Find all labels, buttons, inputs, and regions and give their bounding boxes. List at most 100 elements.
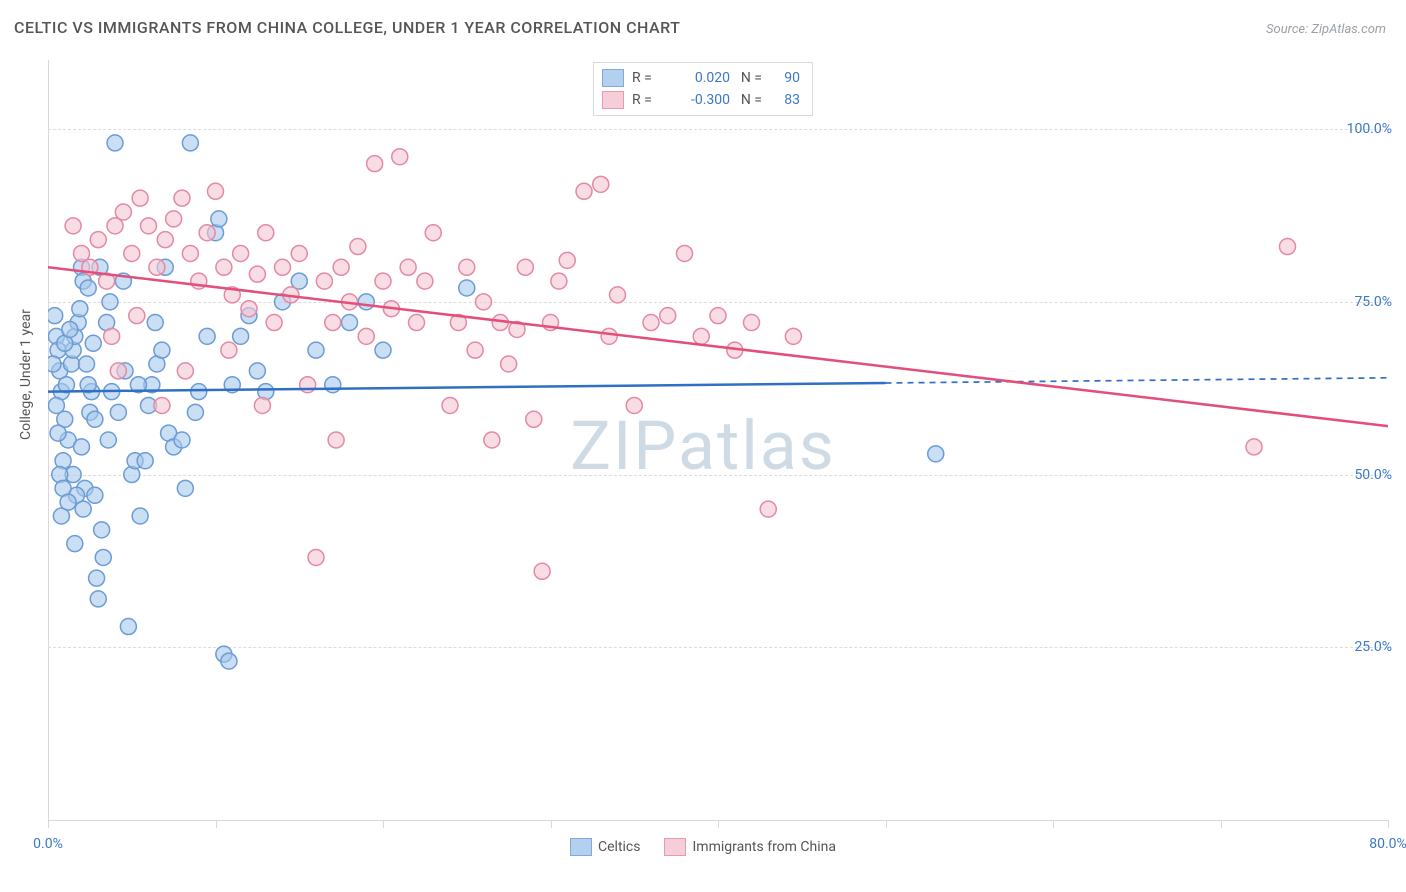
scatter-point: [785, 328, 801, 344]
scatter-point: [660, 308, 676, 324]
scatter-point: [50, 425, 66, 441]
scatter-point: [104, 328, 120, 344]
scatter-point: [534, 563, 550, 579]
scatter-point: [291, 245, 307, 261]
scatter-point: [233, 328, 249, 344]
scatter-point: [375, 273, 391, 289]
scatter-point: [400, 259, 416, 275]
scatter-point: [626, 397, 642, 413]
scatter-point: [593, 176, 609, 192]
scatter-point: [643, 315, 659, 331]
scatter-point: [110, 404, 126, 420]
scatter-point: [367, 156, 383, 172]
scatter-point: [95, 549, 111, 565]
scatter-point: [241, 301, 257, 317]
scatter-point: [124, 245, 140, 261]
x-tick: [1221, 820, 1222, 828]
scatter-point: [392, 149, 408, 165]
scatter-point: [90, 232, 106, 248]
scatter-point: [693, 328, 709, 344]
scatter-point: [350, 239, 366, 255]
scatter-point: [62, 321, 78, 337]
scatter-point: [141, 218, 157, 234]
scatter-point: [199, 328, 215, 344]
x-tick: [886, 820, 887, 828]
scatter-point: [442, 397, 458, 413]
scatter-point: [48, 308, 63, 324]
scatter-point: [87, 411, 103, 427]
scatter-point: [60, 494, 76, 510]
scatter-point: [258, 225, 274, 241]
x-tick: [1053, 820, 1054, 828]
scatter-point: [710, 308, 726, 324]
legend-label-celtics: Celtics: [598, 839, 640, 855]
scatter-point: [72, 301, 88, 317]
scatter-point: [120, 619, 136, 635]
scatter-point: [316, 273, 332, 289]
scatter-point: [177, 363, 193, 379]
scatter-point: [249, 266, 265, 282]
scatter-point: [254, 397, 270, 413]
scatter-point: [87, 487, 103, 503]
scatter-point: [551, 273, 567, 289]
scatter-point: [760, 501, 776, 517]
trend-line: [48, 383, 886, 392]
swatch-china-bottom: [664, 838, 686, 856]
trend-line-dashed: [886, 378, 1389, 383]
scatter-point: [559, 252, 575, 268]
scatter-point: [221, 653, 237, 669]
scatter-point: [191, 384, 207, 400]
scatter-point: [476, 294, 492, 310]
scatter-point: [85, 335, 101, 351]
scatter-point: [67, 536, 83, 552]
scatter-point: [115, 204, 131, 220]
y-axis-label: College, Under 1 year: [18, 309, 34, 440]
scatter-point: [157, 232, 173, 248]
scatter-point: [174, 190, 190, 206]
scatter-point: [249, 363, 265, 379]
scatter-point: [211, 211, 227, 227]
scatter-point: [266, 315, 282, 331]
scatter-point: [358, 294, 374, 310]
scatter-point: [501, 356, 517, 372]
scatter-point: [308, 549, 324, 565]
scatter-point: [132, 508, 148, 524]
scatter-point: [358, 328, 374, 344]
scatter-point: [174, 432, 190, 448]
scatter-point: [221, 342, 237, 358]
scatter-point: [1280, 239, 1296, 255]
source-attribution: Source: ZipAtlas.com: [1266, 22, 1386, 37]
x-tick: [1388, 820, 1389, 828]
scatter-point: [928, 446, 944, 462]
scatter-point: [74, 439, 90, 455]
scatter-point: [107, 135, 123, 151]
scatter-point: [208, 183, 224, 199]
scatter-point: [375, 342, 391, 358]
x-tick: [216, 820, 217, 828]
scatter-point: [459, 259, 475, 275]
scatter-point: [342, 315, 358, 331]
scatter-point: [517, 259, 533, 275]
scatter-point: [110, 363, 126, 379]
scatter-point: [199, 225, 215, 241]
scatter-point: [467, 342, 483, 358]
x-tick: [551, 820, 552, 828]
scatter-point: [89, 570, 105, 586]
scatter-point: [275, 259, 291, 275]
scatter-point: [459, 280, 475, 296]
x-tick: [718, 820, 719, 828]
scatter-point: [526, 411, 542, 427]
swatch-celtics-bottom: [570, 838, 592, 856]
scatter-point: [132, 190, 148, 206]
scatter-point: [102, 294, 118, 310]
scatter-point: [80, 280, 96, 296]
scatter-point: [216, 259, 232, 275]
scatter-point: [744, 315, 760, 331]
x-tick: [383, 820, 384, 828]
chart-container: CELTIC VS IMMIGRANTS FROM CHINA COLLEGE,…: [0, 0, 1406, 892]
scatter-point: [177, 480, 193, 496]
legend-item-china: Immigrants from China: [664, 838, 836, 856]
x-tick-label: 0.0%: [33, 836, 63, 852]
scatter-point: [610, 287, 626, 303]
series-legend: Celtics Immigrants from China: [570, 838, 836, 856]
